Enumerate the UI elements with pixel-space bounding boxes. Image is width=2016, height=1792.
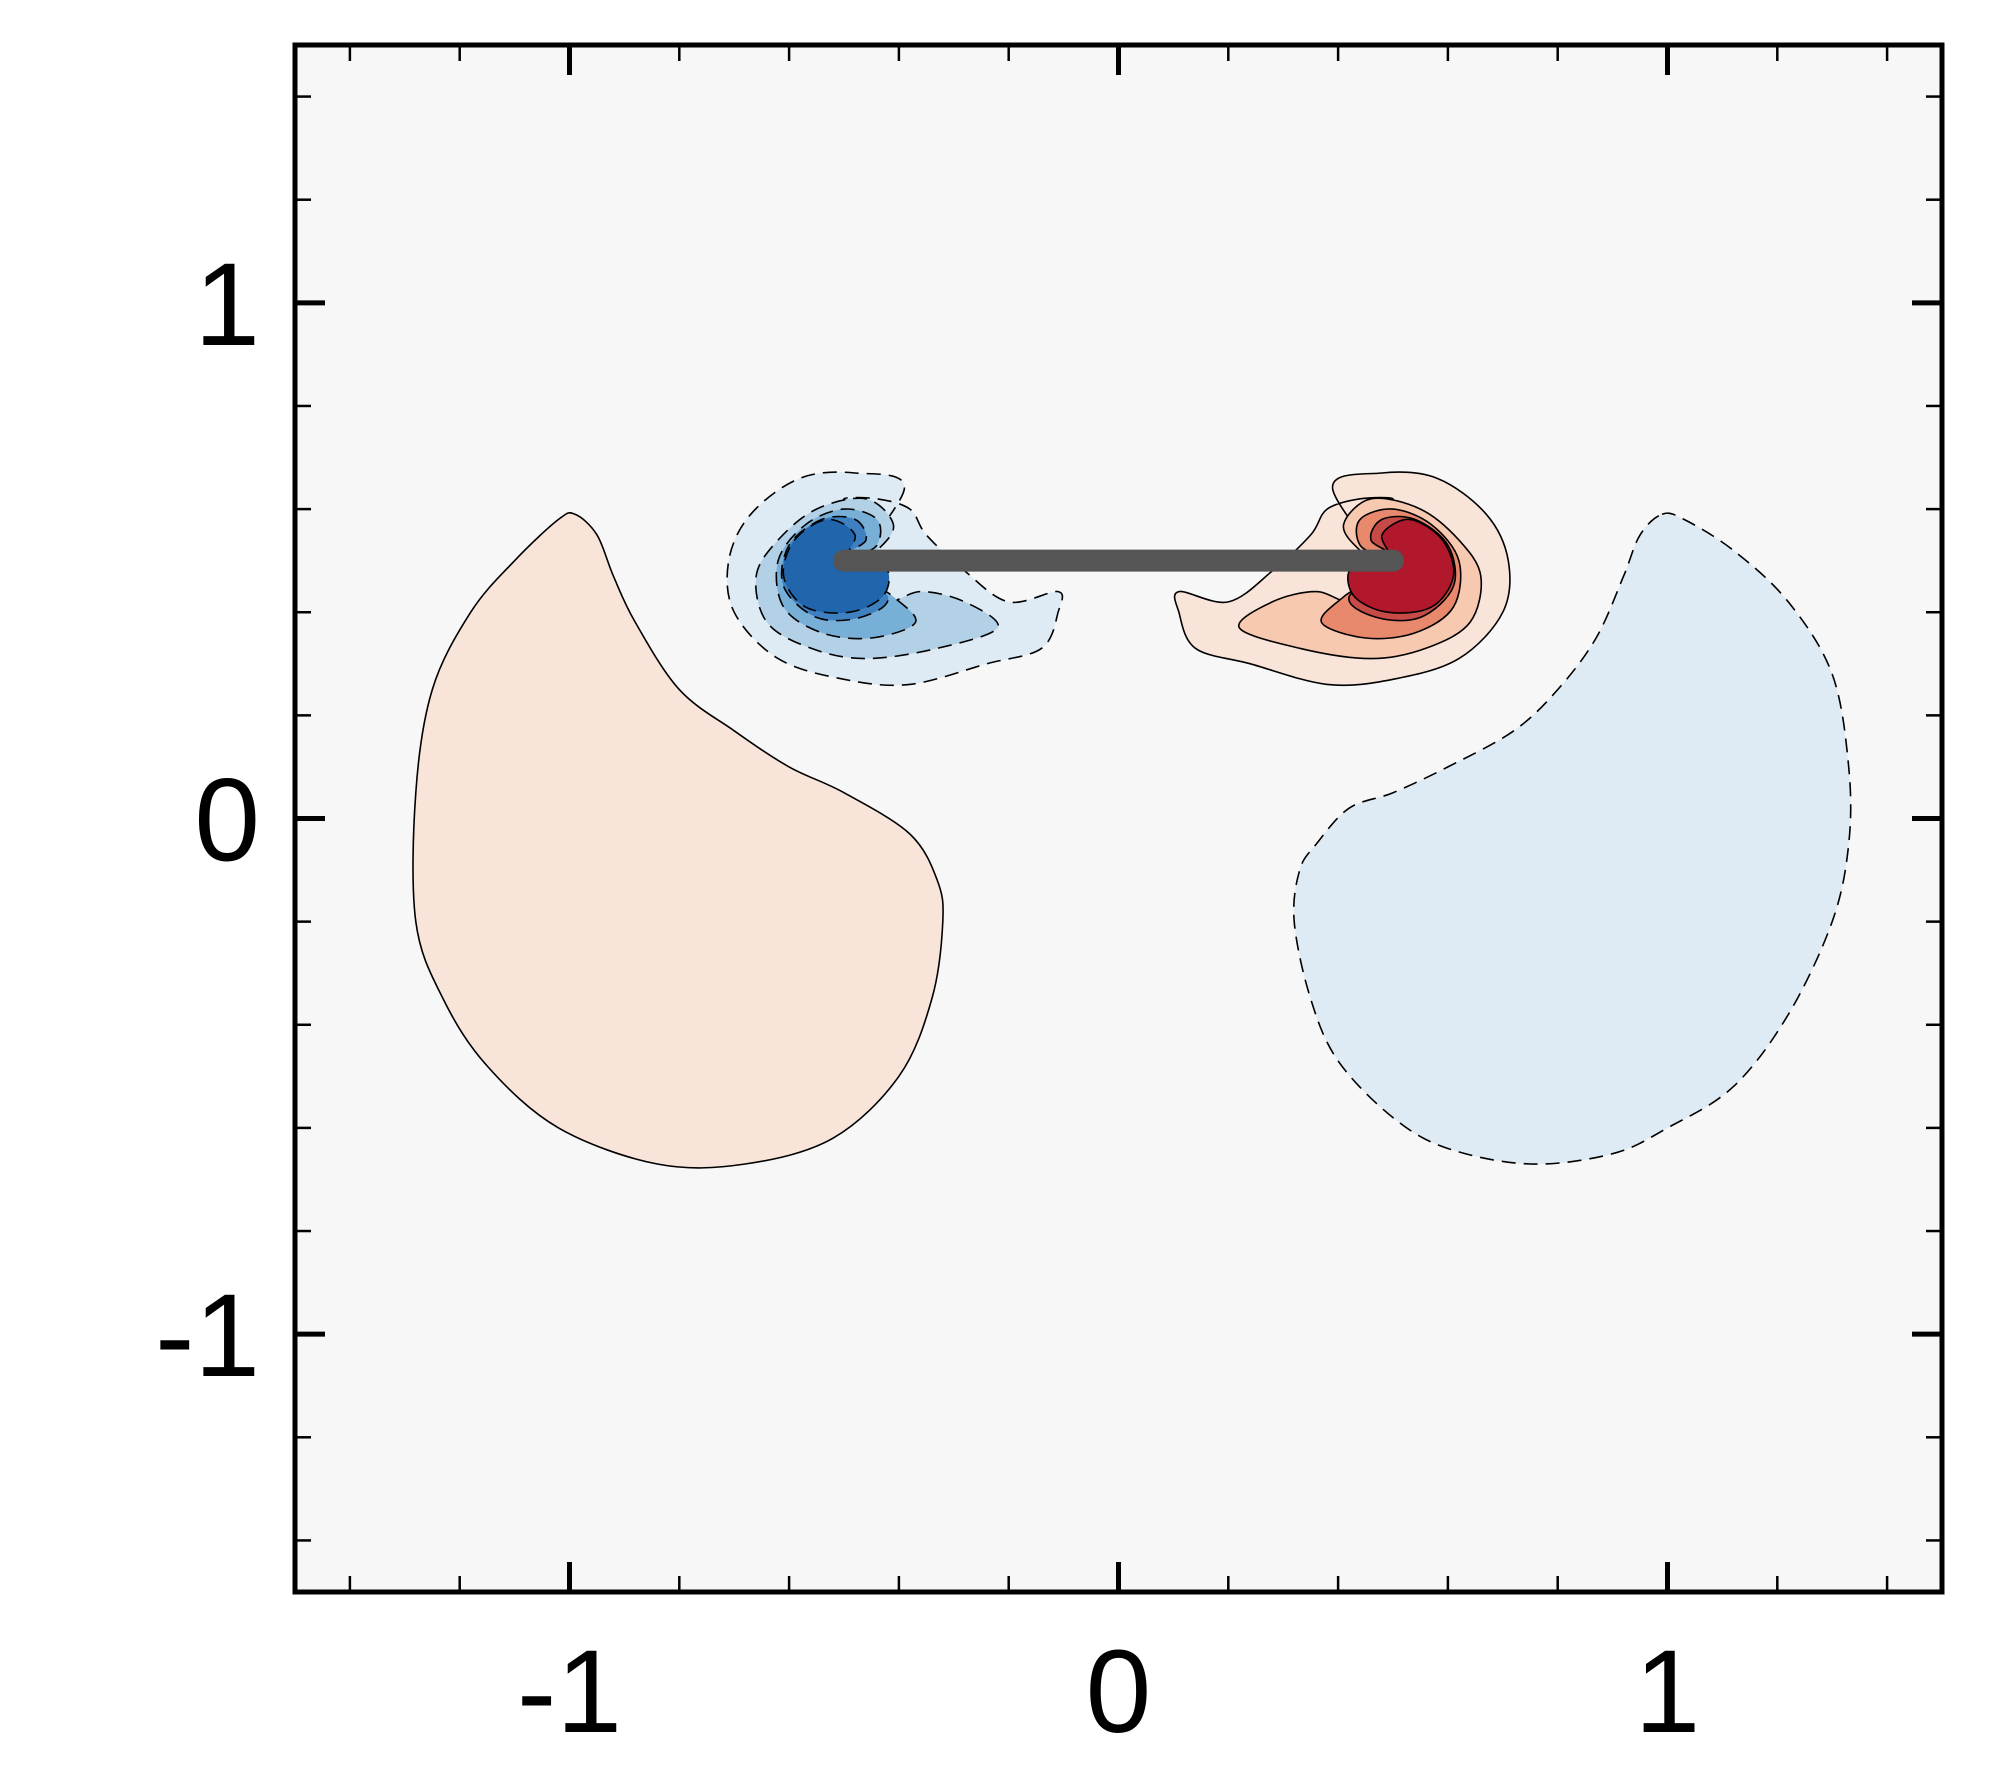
positive-large-lobe [412,511,944,1169]
y-tick-label: 1 [194,239,260,371]
x-tick-label: -1 [517,1626,622,1758]
axis-tick-labels: -1 0 1 -1 0 1 [155,239,1700,1758]
y-tick-label: 0 [194,755,260,887]
x-tick-label: 1 [1635,1626,1701,1758]
x-tick-label: 0 [1086,1626,1152,1758]
contour-regions [412,471,1852,1169]
axis-ticks [295,45,1942,1592]
y-tick-label: -1 [155,1270,260,1402]
negative-large-lobe [1292,512,1852,1165]
